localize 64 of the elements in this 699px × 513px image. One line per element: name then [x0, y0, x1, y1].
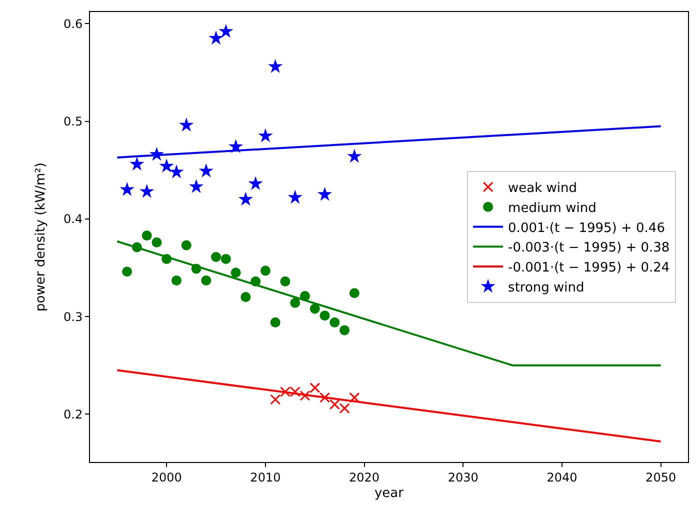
point	[320, 392, 330, 403]
point	[142, 230, 152, 241]
point	[171, 275, 182, 286]
x-tick-label: 2030	[448, 470, 478, 484]
point	[340, 325, 350, 336]
point	[258, 128, 273, 142]
point	[268, 58, 283, 73]
point	[169, 164, 184, 178]
point	[347, 148, 362, 163]
point	[211, 252, 222, 262]
point	[300, 390, 310, 401]
legend-label: -0.003·(t − 1995) + 0.38	[508, 240, 670, 256]
point	[179, 118, 194, 132]
legend-label: 0.001·(t − 1995) + 0.46	[508, 220, 665, 236]
point	[208, 30, 224, 45]
point	[159, 158, 174, 172]
legend-label: strong wind	[508, 280, 584, 296]
x-tick-label: 2000	[151, 470, 182, 484]
point	[120, 182, 134, 196]
point	[329, 399, 340, 410]
point	[349, 288, 360, 298]
point	[122, 266, 132, 277]
point	[201, 275, 212, 286]
point	[288, 190, 302, 204]
point	[140, 184, 154, 198]
y-tick-label: 0.2	[64, 407, 83, 422]
point	[339, 403, 350, 414]
point	[228, 139, 244, 153]
y-tick-label: 0.5	[64, 114, 83, 129]
x-tick-label: 2040	[546, 470, 578, 484]
x-tick-label: 2020	[349, 470, 380, 484]
point	[188, 179, 204, 193]
point	[270, 317, 280, 328]
point	[230, 268, 241, 278]
y-tick-label: 0.3	[64, 310, 83, 324]
point	[280, 276, 290, 286]
y-axis-title: power density (kW/m²)	[33, 162, 48, 312]
point	[198, 163, 214, 178]
y-tick-label: 0.6	[64, 16, 83, 31]
x-tick-label: 2010	[250, 470, 281, 484]
point	[317, 186, 332, 201]
point	[248, 176, 263, 190]
point	[238, 192, 253, 206]
point	[130, 156, 144, 171]
point	[149, 146, 164, 161]
point	[181, 240, 192, 250]
point	[310, 304, 320, 314]
point	[349, 392, 360, 403]
legend-label: weak wind	[508, 181, 578, 196]
legend-label: medium wind	[508, 200, 596, 216]
y-tick-label: 0.4	[64, 212, 83, 226]
point	[330, 317, 340, 328]
x-tick-label: 2050	[646, 470, 676, 484]
point	[260, 266, 270, 276]
point	[270, 394, 281, 405]
point	[310, 382, 320, 394]
x-axis-title: year	[374, 486, 404, 501]
point	[240, 292, 251, 302]
legend-label: -0.001·(t − 1995) + 0.24	[508, 260, 670, 276]
point	[218, 24, 234, 38]
point	[152, 237, 162, 248]
point	[290, 298, 300, 308]
point	[320, 310, 330, 321]
point	[220, 254, 231, 264]
